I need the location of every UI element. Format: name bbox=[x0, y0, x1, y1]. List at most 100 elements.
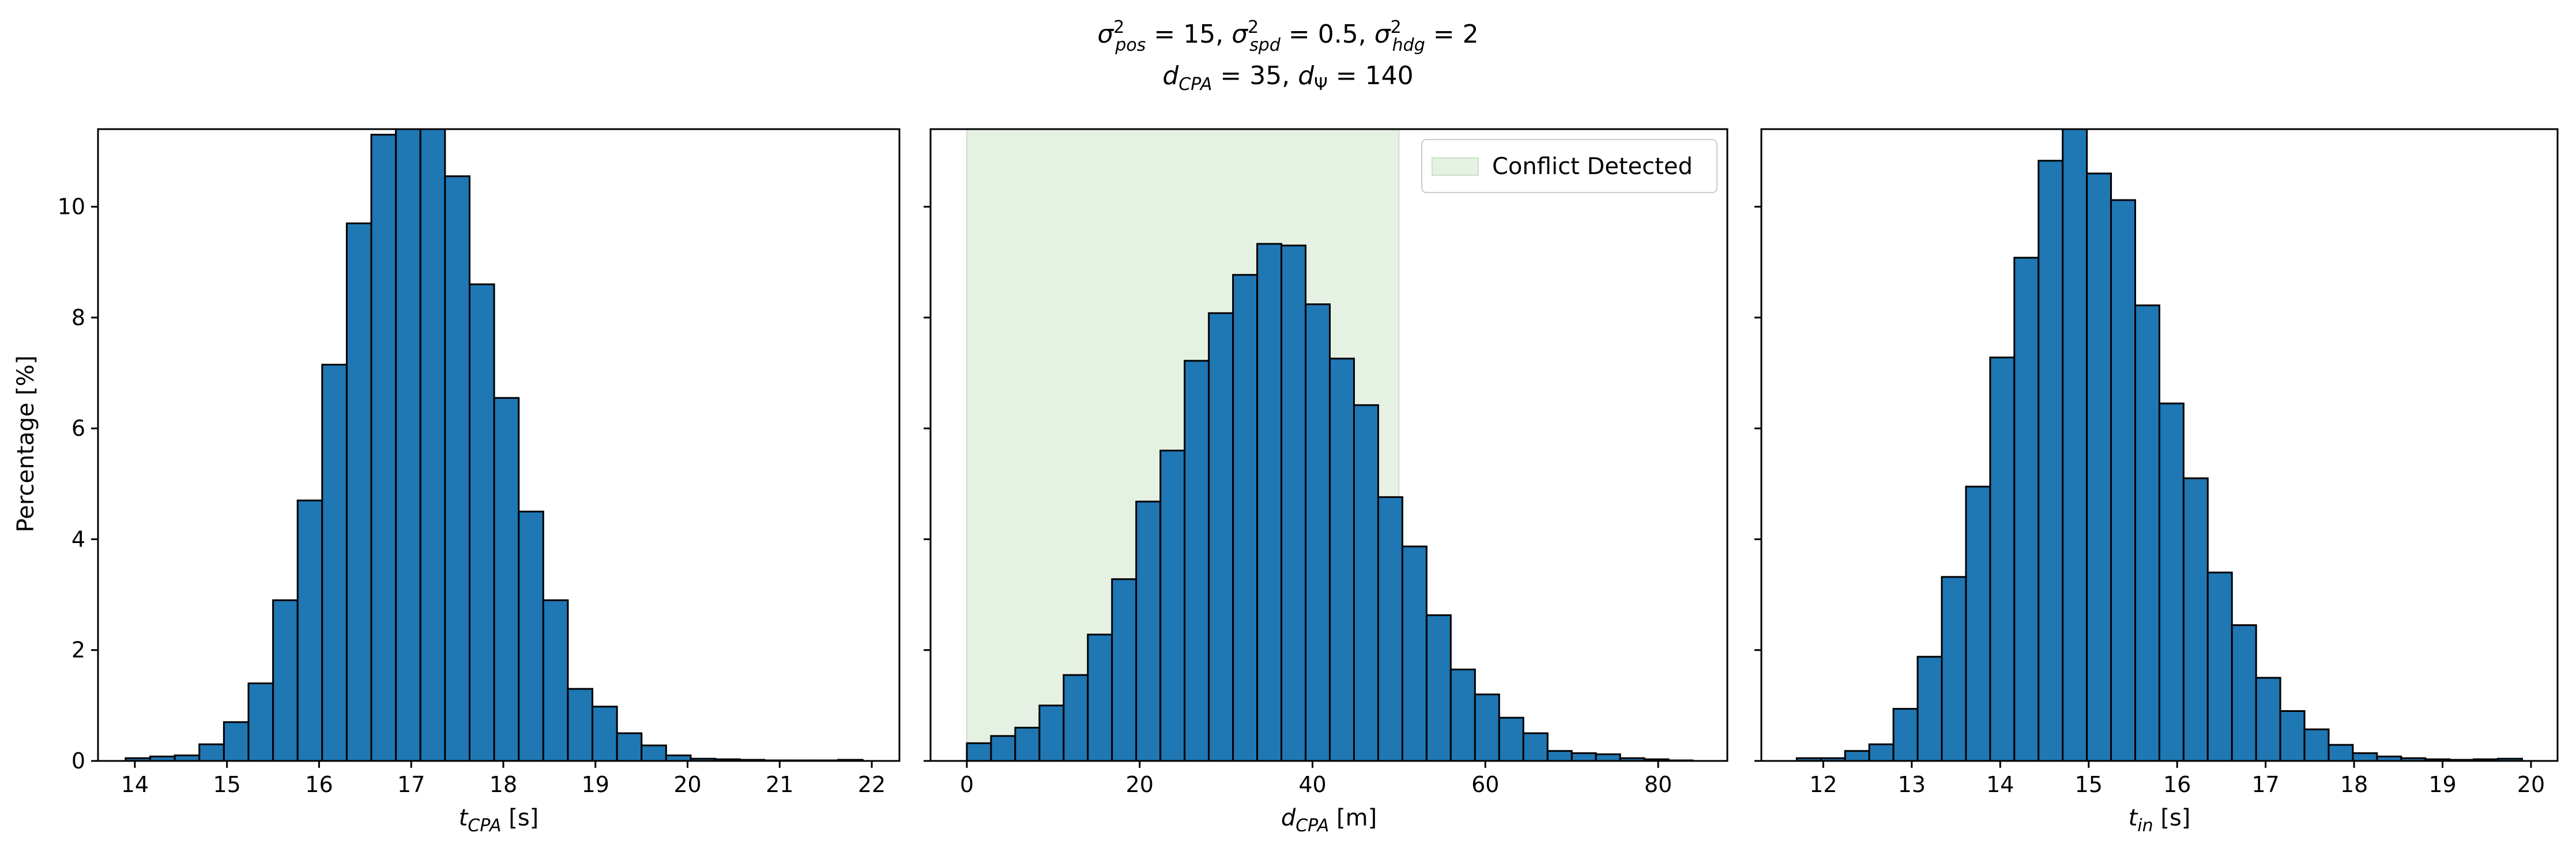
x-axis-label: tin [s] bbox=[2129, 805, 2191, 836]
histogram-bar bbox=[1522, 732, 1549, 761]
histogram-bar bbox=[1892, 708, 1919, 761]
histogram-bar bbox=[1038, 704, 1065, 761]
legend-label: Conflict Detected bbox=[1492, 153, 1693, 180]
histogram-bar bbox=[1063, 674, 1089, 761]
histogram-bar bbox=[370, 134, 397, 761]
x-tick-label: 40 bbox=[1298, 772, 1326, 797]
x-tick-label: 18 bbox=[489, 772, 517, 797]
histogram-bar bbox=[1328, 357, 1355, 761]
y-tick-label: 4 bbox=[71, 526, 85, 552]
histogram-bar bbox=[2134, 304, 2160, 761]
histogram-bar bbox=[493, 397, 520, 761]
y-tick-label: 0 bbox=[71, 748, 85, 774]
histogram-bar bbox=[2352, 752, 2378, 761]
histogram-bar bbox=[1232, 274, 1259, 761]
histogram-bar bbox=[1111, 578, 1138, 761]
x-tick-label: 15 bbox=[2075, 772, 2103, 797]
histogram-bar bbox=[2279, 710, 2306, 761]
histogram-bar bbox=[966, 742, 992, 761]
histogram-bar bbox=[2303, 728, 2330, 761]
histogram-bar bbox=[419, 129, 446, 761]
histogram-bar bbox=[198, 743, 225, 761]
figure-title-line2: dCPA = 35, dΨ = 140 bbox=[1162, 61, 1413, 95]
y-tick-label: 6 bbox=[71, 416, 85, 441]
plot-area bbox=[1795, 129, 2523, 761]
histogram-bar bbox=[2013, 257, 2040, 761]
histogram-bar bbox=[1353, 404, 1379, 761]
histogram-bar bbox=[2182, 477, 2209, 761]
y-tick-label: 2 bbox=[71, 638, 85, 663]
histogram-bar bbox=[542, 599, 569, 761]
histogram-bar bbox=[518, 510, 544, 761]
histogram-bar bbox=[616, 732, 643, 761]
histogram-bar bbox=[395, 129, 421, 761]
x-tick-label: 20 bbox=[673, 772, 701, 797]
x-tick-label: 19 bbox=[582, 772, 609, 797]
axes-frame bbox=[1760, 128, 2559, 762]
histogram-bar bbox=[567, 688, 594, 761]
histogram-bar bbox=[1281, 244, 1307, 761]
histogram-bar bbox=[641, 744, 667, 761]
x-tick-label: 14 bbox=[1986, 772, 2014, 797]
x-tick-label: 15 bbox=[213, 772, 240, 797]
histogram-bar bbox=[2497, 757, 2523, 761]
histogram-bar bbox=[1305, 303, 1331, 761]
histogram-bar bbox=[1014, 726, 1041, 761]
histogram-bar bbox=[272, 599, 299, 761]
histogram-bar bbox=[1087, 634, 1113, 761]
axes-frame bbox=[97, 128, 901, 762]
x-tick-label: 13 bbox=[1898, 772, 1926, 797]
y-tick-label: 10 bbox=[58, 194, 85, 220]
plot-area bbox=[966, 129, 1694, 761]
histogram-bar bbox=[1498, 717, 1524, 761]
histogram-bar bbox=[296, 499, 323, 761]
x-tick-label: 20 bbox=[1126, 772, 1154, 797]
y-tick-label: 8 bbox=[71, 305, 85, 330]
histogram-bar bbox=[1159, 450, 1186, 761]
histogram-bar bbox=[444, 175, 470, 761]
histogram-bar bbox=[321, 364, 348, 761]
axes-frame bbox=[929, 128, 1728, 762]
panel-tin: 12 13 14 15 16 17 18 19 20 tin [s] bbox=[1754, 128, 2559, 836]
histogram-bar bbox=[1989, 356, 2016, 761]
x-tick-label: 16 bbox=[305, 772, 333, 797]
histogram-bar bbox=[2231, 624, 2257, 761]
histogram-bar bbox=[1256, 243, 1283, 761]
histogram-bar bbox=[1595, 753, 1621, 761]
legend: Conflict Detected bbox=[1421, 139, 1718, 193]
x-tick-label: 20 bbox=[2517, 772, 2545, 797]
histogram-bar bbox=[1965, 485, 1991, 761]
x-tick-label: 12 bbox=[1809, 772, 1837, 797]
panel-dcpa: 0 20 40 60 80 dCPA [m] Conflict Detected bbox=[924, 128, 1728, 836]
histogram-bar bbox=[2328, 744, 2354, 761]
histogram-bar bbox=[223, 721, 250, 761]
histogram-bar bbox=[247, 682, 274, 761]
histogram-bar bbox=[1184, 360, 1210, 761]
histogram-bar bbox=[1474, 693, 1500, 761]
histogram-bar bbox=[2062, 129, 2088, 761]
x-tick-label: 21 bbox=[766, 772, 793, 797]
x-axis-label: tCPA [s] bbox=[459, 805, 539, 836]
histogram-bar bbox=[2206, 571, 2233, 761]
legend-swatch bbox=[1432, 157, 1479, 176]
panel-tcpa: 14 15 16 17 18 19 20 21 22 0 2 4 6 8 10 tCPA [s] bbox=[58, 128, 901, 836]
x-tick-label: 60 bbox=[1471, 772, 1499, 797]
x-tick-label: 19 bbox=[2428, 772, 2456, 797]
x-axis-label: dCPA [m] bbox=[1281, 805, 1377, 836]
histogram-bar bbox=[2255, 677, 2281, 761]
histogram-bar bbox=[1377, 496, 1403, 761]
x-tick-label: 14 bbox=[121, 772, 149, 797]
histogram-bar bbox=[1135, 500, 1162, 761]
x-tick-label: 17 bbox=[397, 772, 425, 797]
histogram-bar bbox=[592, 706, 618, 761]
histogram-bar bbox=[1868, 743, 1895, 761]
histogram-bar bbox=[1844, 750, 1870, 761]
histogram-bar bbox=[1425, 614, 1452, 761]
figure-title-line1: σ2 pos = 15, σ2 spd = 0.5, σ2 hdg = 2 bbox=[1097, 17, 1478, 56]
histogram-bar bbox=[1208, 312, 1234, 761]
x-tick-label: 0 bbox=[960, 772, 974, 797]
x-tick-label: 17 bbox=[2251, 772, 2279, 797]
histogram-bar bbox=[345, 222, 372, 761]
legend-box bbox=[1421, 139, 1718, 193]
